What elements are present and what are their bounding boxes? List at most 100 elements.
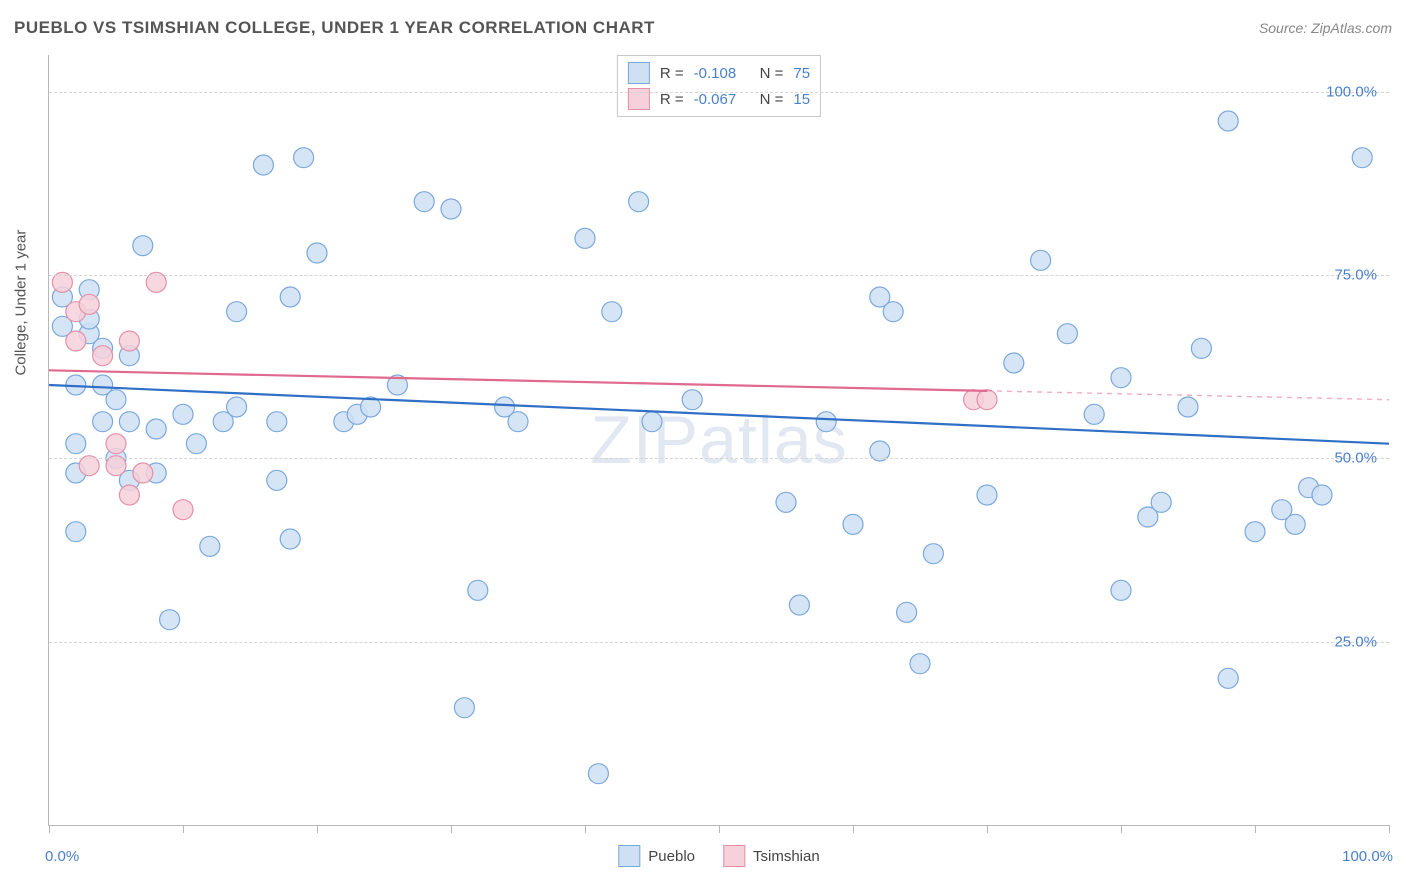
x-tick [585,825,586,833]
legend-r-label: R = [660,65,684,82]
data-point [1004,353,1024,373]
data-point [682,390,702,410]
data-point [508,412,528,432]
data-point [173,500,193,520]
legend-label: Pueblo [648,848,695,865]
data-point [923,544,943,564]
legend-row: R =-0.108N =75 [628,60,810,86]
data-point [186,434,206,454]
data-point [79,294,99,314]
data-point [133,236,153,256]
data-point [280,287,300,307]
data-point [146,419,166,439]
data-point [1111,368,1131,388]
legend-n-label: N = [760,65,784,82]
x-tick [1255,825,1256,833]
data-point [119,485,139,505]
data-point [816,412,836,432]
data-point [307,243,327,263]
data-point [602,302,622,322]
data-point [267,412,287,432]
data-point [977,390,997,410]
data-point [66,331,86,351]
data-point [1312,485,1332,505]
data-point [1031,250,1051,270]
data-point [629,192,649,212]
x-tick [1121,825,1122,833]
legend-swatch [618,845,640,867]
data-point [1178,397,1198,417]
data-point [1191,338,1211,358]
data-point [1218,111,1238,131]
x-min-label: 0.0% [45,848,79,865]
data-point [1218,668,1238,688]
x-tick [719,825,720,833]
data-point [119,412,139,432]
data-point [642,412,662,432]
legend-n-value: 75 [793,65,810,82]
x-tick [183,825,184,833]
regression-line [49,370,987,391]
data-point [1352,148,1372,168]
chart-svg [49,55,1389,825]
data-point [227,397,247,417]
source-label: Source: ZipAtlas.com [1259,20,1392,36]
legend-n-value: 15 [793,91,810,108]
data-point [133,463,153,483]
data-point [789,595,809,615]
data-point [1057,324,1077,344]
x-tick [987,825,988,833]
data-point [441,199,461,219]
x-tick [317,825,318,833]
data-point [910,654,930,674]
grid-line [49,642,1389,643]
data-point [575,228,595,248]
y-tick-label: 75.0% [1334,267,1377,284]
y-tick-label: 100.0% [1326,83,1377,100]
data-point [454,698,474,718]
data-point [414,192,434,212]
grid-line [49,275,1389,276]
data-point [1084,404,1104,424]
correlation-legend: R =-0.108N =75R =-0.067N =15 [617,55,821,117]
legend-label: Tsimshian [753,848,820,865]
data-point [1151,492,1171,512]
data-point [843,514,863,534]
data-point [280,529,300,549]
legend-r-value: -0.067 [694,91,750,108]
data-point [1245,522,1265,542]
data-point [93,346,113,366]
grid-line [49,458,1389,459]
data-point [1285,514,1305,534]
chart-title: PUEBLO VS TSIMSHIAN COLLEGE, UNDER 1 YEA… [14,18,655,38]
plot-area: College, Under 1 year ZIPatlas R =-0.108… [48,55,1389,826]
data-point [776,492,796,512]
data-point [66,522,86,542]
data-point [173,404,193,424]
x-tick [853,825,854,833]
series-legend: Pueblo Tsimshian [618,845,819,867]
data-point [897,602,917,622]
data-point [294,148,314,168]
y-axis-label: College, Under 1 year [13,230,30,376]
legend-row: R =-0.067N =15 [628,86,810,112]
legend-swatch [628,62,650,84]
data-point [883,302,903,322]
grid-line [49,92,1389,93]
data-point [160,610,180,630]
data-point [267,470,287,490]
data-point [468,580,488,600]
legend-item: Pueblo [618,845,695,867]
data-point [66,434,86,454]
data-point [200,536,220,556]
y-tick-label: 25.0% [1334,633,1377,650]
x-max-label: 100.0% [1342,848,1393,865]
x-tick [1389,825,1390,833]
legend-r-label: R = [660,91,684,108]
data-point [1111,580,1131,600]
data-point [119,331,139,351]
data-point [227,302,247,322]
data-point [977,485,997,505]
x-tick [49,825,50,833]
legend-item: Tsimshian [723,845,820,867]
